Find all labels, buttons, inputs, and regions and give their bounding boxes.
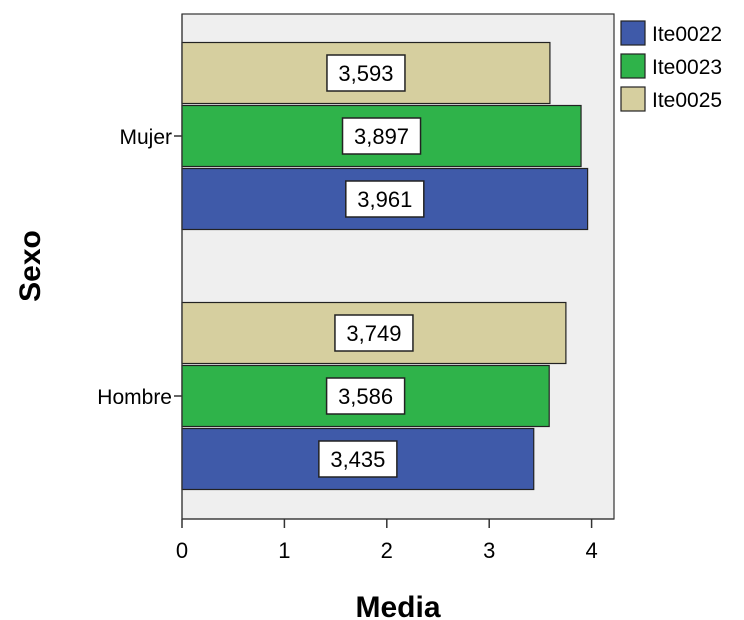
legend-label-ite0025: Ite0025: [652, 89, 722, 112]
value-label-box: [341, 117, 422, 155]
value-label: 3,897: [354, 124, 409, 149]
legend-label-ite0023: Ite0023: [652, 56, 722, 79]
value-label: 3,586: [338, 384, 393, 409]
value-labels-group: 3,593 3,897 3,961 3,749 3,586 3,435: [318, 54, 425, 478]
value-label: 3,593: [338, 61, 393, 86]
legend-swatch-ite0025: [620, 86, 646, 112]
value-label-box: [345, 180, 425, 218]
category-label-mujer: Mujer: [119, 126, 172, 149]
category-labels: Mujer Hombre: [97, 126, 182, 409]
legend-label-ite0022: Ite0022: [652, 23, 722, 46]
value-label: 3,435: [330, 447, 385, 472]
category-label-hombre: Hombre: [97, 386, 172, 409]
legend-swatch-ite0022: [620, 20, 646, 46]
x-axis-title: Media: [355, 591, 440, 620]
x-tick-label: 2: [381, 538, 393, 563]
value-label-box: [318, 440, 398, 478]
value-label-box: [334, 314, 414, 352]
x-tick-label: 3: [483, 538, 495, 563]
legend: Ite0022 Ite0023 Ite0025: [620, 20, 722, 112]
x-tick-label: 0: [176, 538, 188, 563]
x-tick-labels: 0 1 2 3 4: [176, 519, 598, 563]
x-tick-label: 1: [278, 538, 290, 563]
value-label: 3,961: [357, 187, 412, 212]
value-label-box: [326, 54, 406, 92]
legend-swatch-ite0023: [620, 53, 646, 79]
value-label-box: [325, 377, 406, 415]
y-axis-title: Sexo: [14, 230, 47, 302]
x-tick-label: 4: [585, 538, 597, 563]
value-label: 3,749: [346, 321, 401, 346]
